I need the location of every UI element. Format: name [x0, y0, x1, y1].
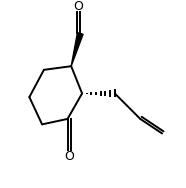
Text: O: O [64, 150, 74, 163]
Text: O: O [74, 0, 84, 13]
Polygon shape [71, 33, 83, 66]
